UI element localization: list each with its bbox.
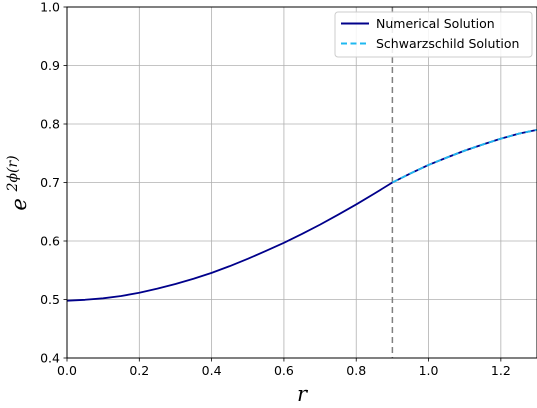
x-tick-label: 0.2 bbox=[129, 363, 149, 378]
y-axis: 0.4 0.5 0.6 0.7 0.8 0.9 1.0 bbox=[40, 0, 67, 366]
y-tick-label: 0.7 bbox=[40, 175, 60, 190]
y-axis-label-base: e bbox=[7, 198, 31, 210]
series-layer bbox=[66, 128, 537, 302]
legend: Numerical Solution Schwarzschild Solutio… bbox=[334, 11, 533, 58]
legend-label-schwarzschild: Schwarzschild Solution bbox=[376, 36, 519, 51]
grid bbox=[66, 6, 537, 359]
x-axis-label: r bbox=[297, 382, 309, 406]
y-tick-label: 0.9 bbox=[40, 58, 60, 73]
x-tick-label: 0.6 bbox=[274, 363, 294, 378]
x-tick-label: 0.0 bbox=[57, 363, 77, 378]
y-tick-label: 0.5 bbox=[40, 292, 60, 307]
y-axis-label-exponent: 2ϕ(r) bbox=[5, 155, 21, 192]
schwarzschild-solution-line bbox=[391, 128, 537, 184]
legend-box bbox=[334, 11, 533, 58]
legend-label-numerical: Numerical Solution bbox=[376, 16, 495, 31]
x-tick-label: 0.8 bbox=[346, 363, 366, 378]
x-tick-label: 1.2 bbox=[491, 363, 511, 378]
y-tick-label: 1.0 bbox=[40, 0, 60, 15]
y-tick-label: 0.8 bbox=[40, 117, 60, 132]
y-tick-label: 0.4 bbox=[40, 351, 60, 366]
y-axis-label: e 2ϕ(r) bbox=[5, 155, 31, 210]
x-tick-label: 1.0 bbox=[419, 363, 439, 378]
x-axis: 0.0 0.2 0.4 0.6 0.8 1.0 1.2 bbox=[57, 358, 511, 378]
svg-text:e 2ϕ(r): e 2ϕ(r) bbox=[5, 155, 31, 210]
x-tick-label: 0.4 bbox=[202, 363, 222, 378]
numerical-solution-line bbox=[66, 128, 537, 302]
y-tick-label: 0.6 bbox=[40, 234, 60, 249]
